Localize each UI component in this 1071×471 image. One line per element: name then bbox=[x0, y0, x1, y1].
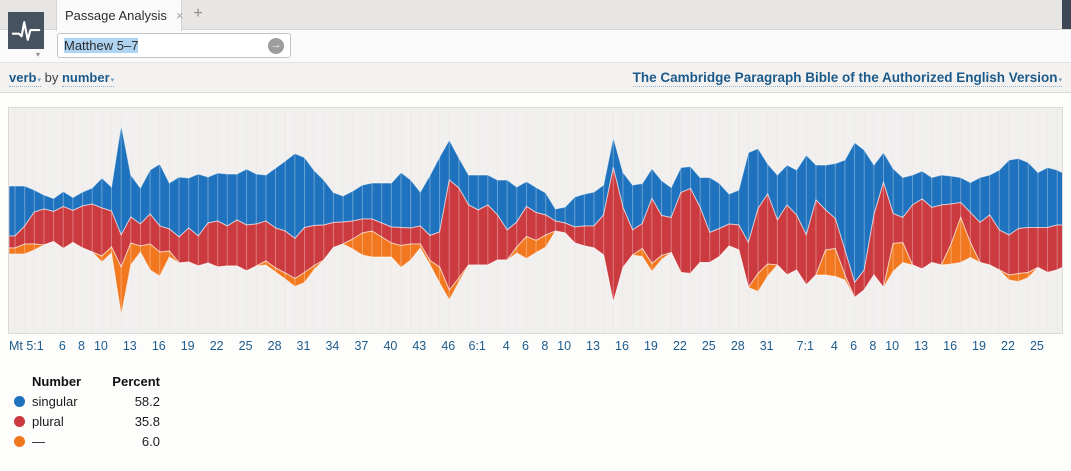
x-tick-label: 28 bbox=[730, 339, 745, 353]
plural-color-dot-icon bbox=[14, 415, 25, 427]
window-corner-strip bbox=[1062, 0, 1071, 29]
go-button[interactable]: → bbox=[268, 37, 284, 54]
x-tick-label: 6 bbox=[58, 339, 66, 353]
x-tick-label: 43 bbox=[412, 339, 427, 353]
x-tick-label: 13 bbox=[586, 339, 600, 353]
legend-row-plural[interactable]: plural 35.8 bbox=[14, 411, 214, 431]
resource-title-dropdown[interactable]: The Cambridge Paragraph Bible of the Aut… bbox=[632, 70, 1062, 87]
x-tick-label: 7:1 bbox=[796, 339, 814, 353]
x-tick-label: 31 bbox=[759, 339, 774, 353]
reference-input-value: Matthew 5–7 bbox=[64, 38, 268, 53]
new-tab-button[interactable]: + bbox=[193, 5, 203, 22]
x-tick-label: 16 bbox=[151, 339, 166, 353]
passage-analysis-pulse-icon[interactable] bbox=[8, 12, 44, 49]
x-tick-label: 6:1 bbox=[468, 339, 486, 353]
panel-menu-chevron-down-icon[interactable]: ▾ bbox=[36, 50, 41, 59]
x-tick-label: 13 bbox=[914, 339, 929, 353]
chevron-down-icon: ▾ bbox=[110, 77, 115, 84]
selected-text: Matthew 5–7 bbox=[64, 38, 139, 53]
x-tick-label: Mt 5:1 bbox=[9, 339, 44, 353]
facet-number-dropdown[interactable]: number▾ bbox=[61, 70, 115, 87]
x-tick-label: 25 bbox=[238, 339, 253, 353]
x-tick-label: 10 bbox=[557, 339, 572, 353]
x-tick-label: 6 bbox=[522, 339, 529, 353]
pulse-icon-glyph bbox=[11, 20, 41, 41]
facet-join-text: by bbox=[44, 70, 59, 85]
search-row: Matthew 5–7 → bbox=[0, 31, 1071, 62]
x-tick-label: 13 bbox=[122, 339, 137, 353]
chevron-down-icon: ▾ bbox=[1058, 77, 1062, 84]
x-tick-label: 16 bbox=[943, 339, 958, 353]
analysis-toolbar: verb▾ by number▾ The Cambridge Paragraph… bbox=[0, 62, 1071, 93]
x-tick-label: 16 bbox=[615, 339, 629, 353]
x-tick-label: 22 bbox=[1001, 339, 1015, 353]
facet-verb-dropdown[interactable]: verb▾ bbox=[9, 70, 41, 87]
facet-selectors: verb▾ by number▾ bbox=[9, 70, 115, 87]
x-tick-label: 37 bbox=[354, 339, 369, 353]
legend-header: Number Percent bbox=[14, 371, 214, 391]
legend-col-number: Number bbox=[32, 373, 82, 389]
x-tick-label: 8 bbox=[869, 339, 877, 353]
x-tick-label: 31 bbox=[296, 339, 311, 353]
x-tick-label: 19 bbox=[643, 339, 658, 353]
resource-selector: The Cambridge Paragraph Bible of the Aut… bbox=[632, 70, 1062, 87]
x-tick-label: 28 bbox=[267, 339, 282, 353]
x-tick-label: 4 bbox=[502, 339, 510, 353]
x-tick-label: 40 bbox=[383, 339, 398, 353]
x-tick-label: 34 bbox=[325, 339, 340, 353]
legend-row-other[interactable]: — 6.0 bbox=[14, 431, 214, 451]
gridlines-over bbox=[14, 108, 1058, 333]
x-tick-label: 22 bbox=[672, 339, 687, 353]
x-tick-label: 10 bbox=[885, 339, 900, 353]
stream-other bbox=[9, 216, 1062, 316]
x-tick-label: 6 bbox=[850, 339, 858, 353]
x-tick-label: 46 bbox=[441, 339, 456, 353]
x-tick-label: 10 bbox=[93, 339, 108, 353]
tab-passage-analysis[interactable]: Passage Analysis × bbox=[56, 0, 184, 31]
chevron-down-icon: ▾ bbox=[37, 77, 41, 84]
x-tick-label: 19 bbox=[180, 339, 195, 353]
x-tick-label: 22 bbox=[209, 339, 224, 353]
x-tick-label: 19 bbox=[972, 339, 986, 353]
reference-input[interactable]: Matthew 5–7 → bbox=[57, 33, 291, 58]
streamgraph-plot[interactable] bbox=[8, 107, 1063, 334]
other-color-dot-icon bbox=[14, 435, 25, 447]
streamgraph-svg bbox=[9, 108, 1062, 333]
x-tick-label: 4 bbox=[830, 339, 838, 353]
x-axis: Mt 5:1 6 8 10 13 16 19 22 25 28 31 34 37 40 43 46 6:1 4 6 8… bbox=[8, 339, 1063, 357]
tab-close-icon[interactable]: × bbox=[175, 8, 184, 23]
legend-col-percent: Percent bbox=[112, 373, 160, 389]
legend-row-singular[interactable]: singular 58.2 bbox=[14, 391, 214, 411]
singular-color-dot-icon bbox=[14, 395, 25, 407]
x-tick-label: 25 bbox=[1029, 339, 1044, 353]
x-tick-label: 25 bbox=[701, 339, 716, 353]
x-tick-label: 8 bbox=[541, 339, 549, 353]
legend: Number Percent singular 58.2 plural 35.8… bbox=[14, 371, 214, 451]
tab-title: Passage Analysis bbox=[65, 8, 167, 23]
x-tick-label: 8 bbox=[78, 339, 85, 353]
